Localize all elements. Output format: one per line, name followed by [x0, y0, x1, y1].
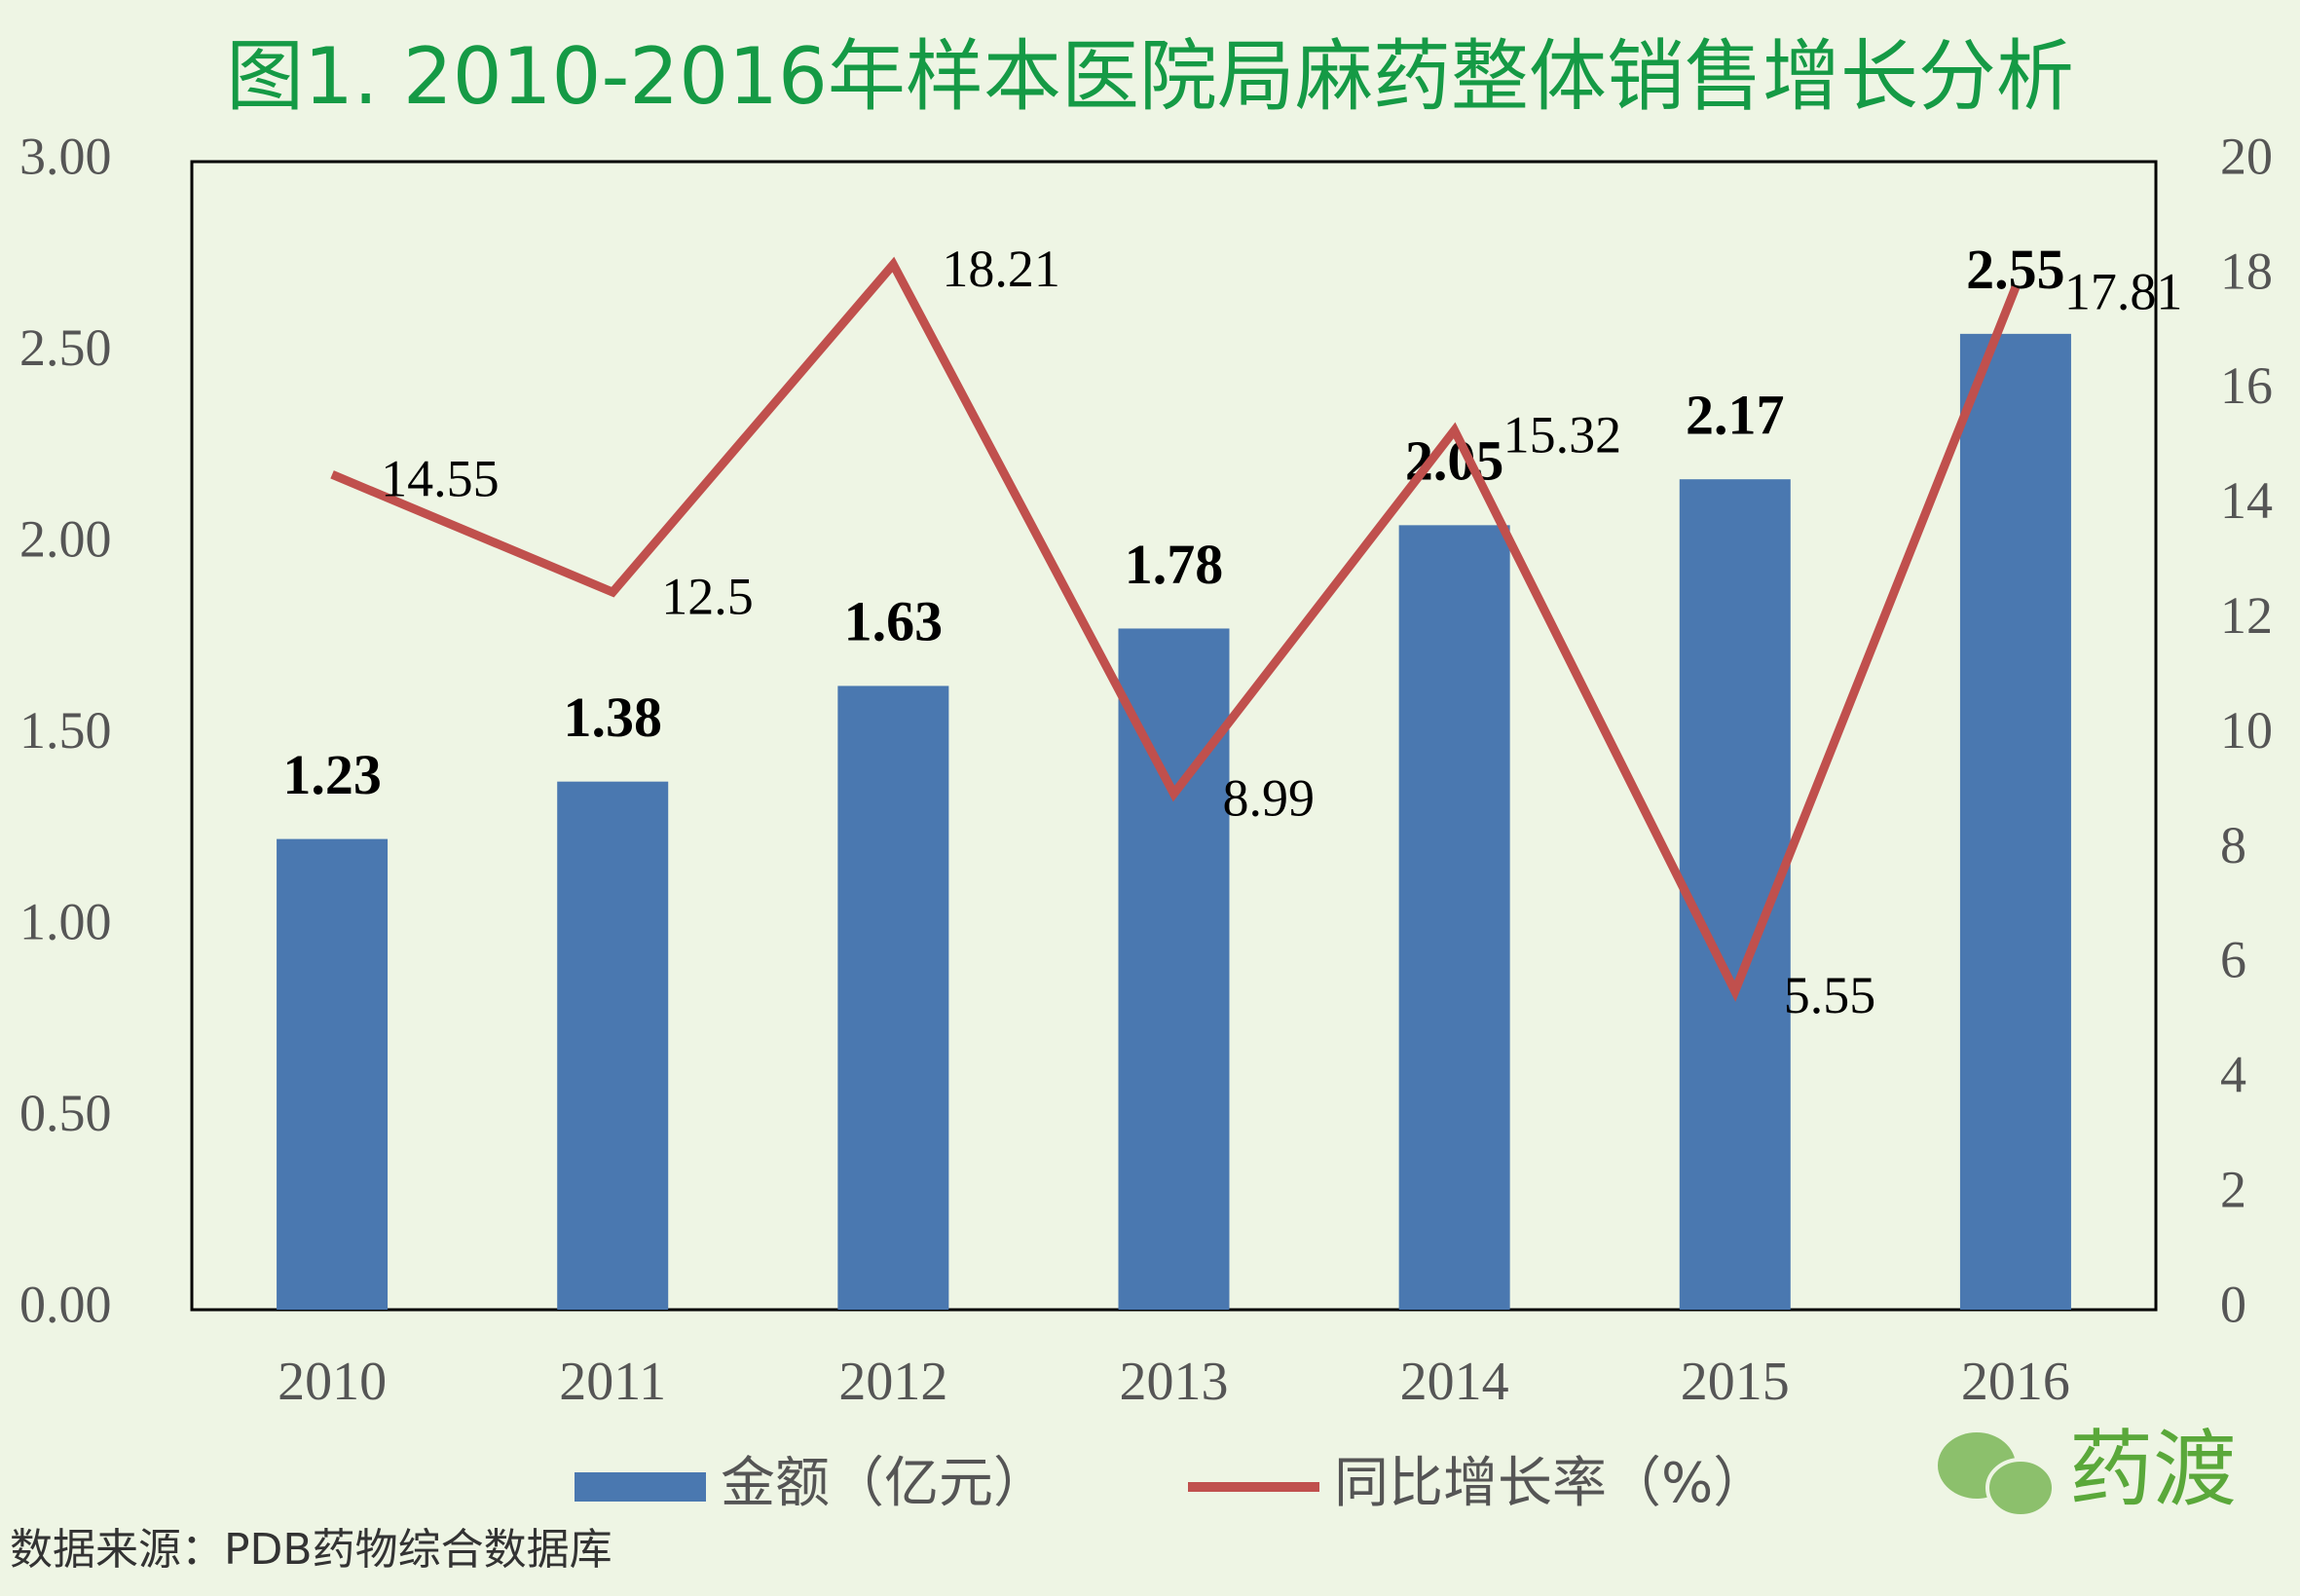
line-value-label: 18.21 [942, 240, 1060, 298]
y2-tick-label: 8 [2220, 816, 2246, 874]
bar [557, 781, 669, 1310]
y2-tick-label: 18 [2220, 241, 2273, 300]
y-tick-label: 1.50 [19, 701, 112, 760]
watermark-icon [1938, 1432, 2056, 1518]
bar-value-label: 1.38 [563, 686, 662, 749]
y-tick-label: 2.00 [19, 509, 112, 568]
bar [837, 686, 949, 1310]
y-tick-label: 0.00 [19, 1275, 112, 1333]
x-tick-label: 2011 [559, 1352, 666, 1412]
line-value-label: 5.55 [1784, 966, 1876, 1024]
y2-tick-label: 4 [2220, 1046, 2246, 1104]
line-value-label: 12.5 [661, 568, 754, 626]
y2-tick-label: 2 [2220, 1160, 2246, 1218]
line [330, 256, 2021, 1002]
bar-value-label: 1.23 [282, 743, 382, 806]
bar [277, 838, 389, 1310]
legend-label: 同比增长率（%） [1334, 1452, 1767, 1515]
y2-tick-label: 6 [2220, 931, 2246, 989]
line-value-label: 15.32 [1503, 405, 1622, 464]
source-note: 数据来源：PDB药物综合数据库 [10, 1525, 612, 1575]
watermark: 药渡 [2069, 1421, 2237, 1518]
bar-value-label: 1.78 [1125, 533, 1224, 596]
x-tick-label: 2015 [1681, 1352, 1790, 1412]
legend-label: 金额（亿元） [721, 1452, 1048, 1515]
x-tick-label: 2013 [1120, 1352, 1229, 1412]
y2-tick-label: 16 [2220, 356, 2273, 415]
line-value-label: 17.81 [2064, 262, 2183, 320]
y2-tick-label: 12 [2220, 586, 2273, 645]
bar [1959, 333, 2071, 1311]
bar [1118, 628, 1230, 1310]
y-tick-label: 3.00 [19, 127, 112, 185]
bar [1398, 525, 1510, 1310]
chart-title: 图1. 2010-2016年样本医院局麻药整体销售增长分析 [226, 31, 2074, 122]
bar-value-label: 2.17 [1686, 384, 1785, 447]
y2-tick-label: 10 [2220, 701, 2273, 760]
x-tick-label: 2016 [1961, 1352, 2070, 1412]
y-tick-label: 1.00 [19, 892, 112, 950]
y2-tick-label: 14 [2220, 471, 2273, 530]
x-tick-label: 2014 [1400, 1352, 1509, 1412]
bar-value-label: 1.63 [844, 590, 944, 653]
y2-tick-label: 0 [2220, 1275, 2246, 1333]
x-tick-label: 2010 [278, 1352, 387, 1412]
x-tick-label: 2012 [838, 1352, 947, 1412]
y-tick-label: 2.50 [19, 318, 112, 377]
line-value-label: 8.99 [1223, 768, 1316, 827]
line-value-label: 14.55 [381, 450, 499, 508]
legend-swatch [575, 1472, 706, 1502]
y2-tick-label: 20 [2220, 127, 2273, 185]
y-tick-label: 0.50 [19, 1084, 112, 1142]
